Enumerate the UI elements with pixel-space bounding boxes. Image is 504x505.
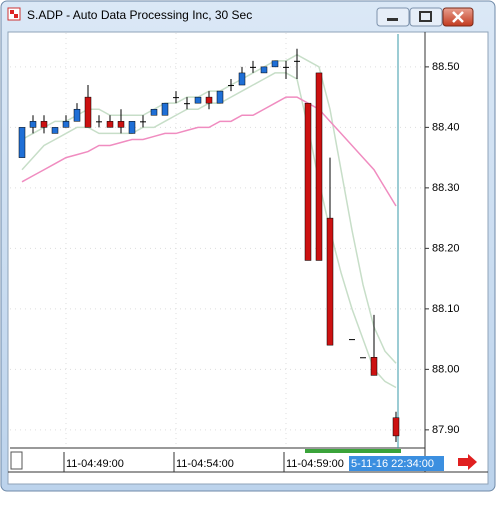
candle-body: [260, 66, 268, 74]
candle-body: [205, 96, 213, 104]
app-icon-mark: [10, 10, 14, 14]
minimize-button[interactable]: [376, 7, 410, 27]
candle-body: [150, 108, 158, 116]
maximize-button[interactable]: [409, 7, 443, 27]
candle-body: [29, 121, 37, 128]
candle-body: [315, 72, 323, 261]
x-tick-label: 11-04:54:00: [176, 458, 234, 470]
candle-body: [62, 121, 70, 128]
y-tick-label: 88.40: [432, 121, 460, 133]
candle-body: [84, 96, 92, 128]
y-tick-label: 87.90: [432, 424, 460, 436]
candle-body: [370, 357, 378, 376]
y-tick-label: 88.30: [432, 182, 460, 194]
x-tick-label: 11-04:49:00: [66, 458, 124, 470]
candle-body: [173, 97, 179, 99]
candle-body: [216, 90, 224, 104]
candle-body: [326, 217, 334, 346]
candle-body: [96, 121, 102, 123]
minimize-glyph: [387, 18, 398, 21]
y-tick-label: 88.50: [432, 61, 460, 73]
y-tick-label: 88.10: [432, 303, 460, 315]
candle-body: [360, 357, 366, 359]
maximize-glyph: [419, 11, 432, 22]
app-icon-mark: [14, 14, 18, 18]
candle-body: [73, 108, 81, 122]
selection-bar: [305, 449, 401, 453]
candle-body: [40, 121, 48, 128]
candle-body: [238, 72, 246, 86]
candle-body: [51, 127, 59, 134]
cursor-label: 5-11-16 22:34:00: [351, 458, 434, 470]
chart-panel: [7, 31, 489, 485]
candle-body: [392, 417, 400, 437]
candle-body: [106, 121, 114, 128]
candle-body: [283, 66, 289, 68]
candle-body: [194, 96, 202, 104]
window-title: S.ADP - Auto Data Processing Inc, 30 Sec: [27, 8, 252, 22]
overlay-line: [21, 96, 397, 207]
scroll-box[interactable]: [10, 451, 23, 470]
cursor-label-bg: [349, 456, 444, 471]
close-glyph: [452, 11, 464, 23]
candle-body: [117, 121, 125, 128]
x-tick-label: 11-04:59:00: [286, 458, 344, 470]
candle-body: [18, 127, 26, 158]
candle-body: [250, 66, 256, 68]
candle-body: [228, 85, 234, 87]
y-tick-label: 88.00: [432, 363, 460, 375]
candle-body: [140, 121, 146, 123]
candle-body: [349, 339, 355, 341]
scroll-arrow[interactable]: [458, 454, 477, 470]
candle-body: [161, 102, 169, 116]
candle-body: [184, 103, 190, 105]
candle-body: [128, 121, 136, 134]
candle-body: [271, 60, 279, 68]
candle-body: [294, 60, 300, 62]
candle-body: [304, 102, 312, 261]
y-tick-label: 88.20: [432, 242, 460, 254]
